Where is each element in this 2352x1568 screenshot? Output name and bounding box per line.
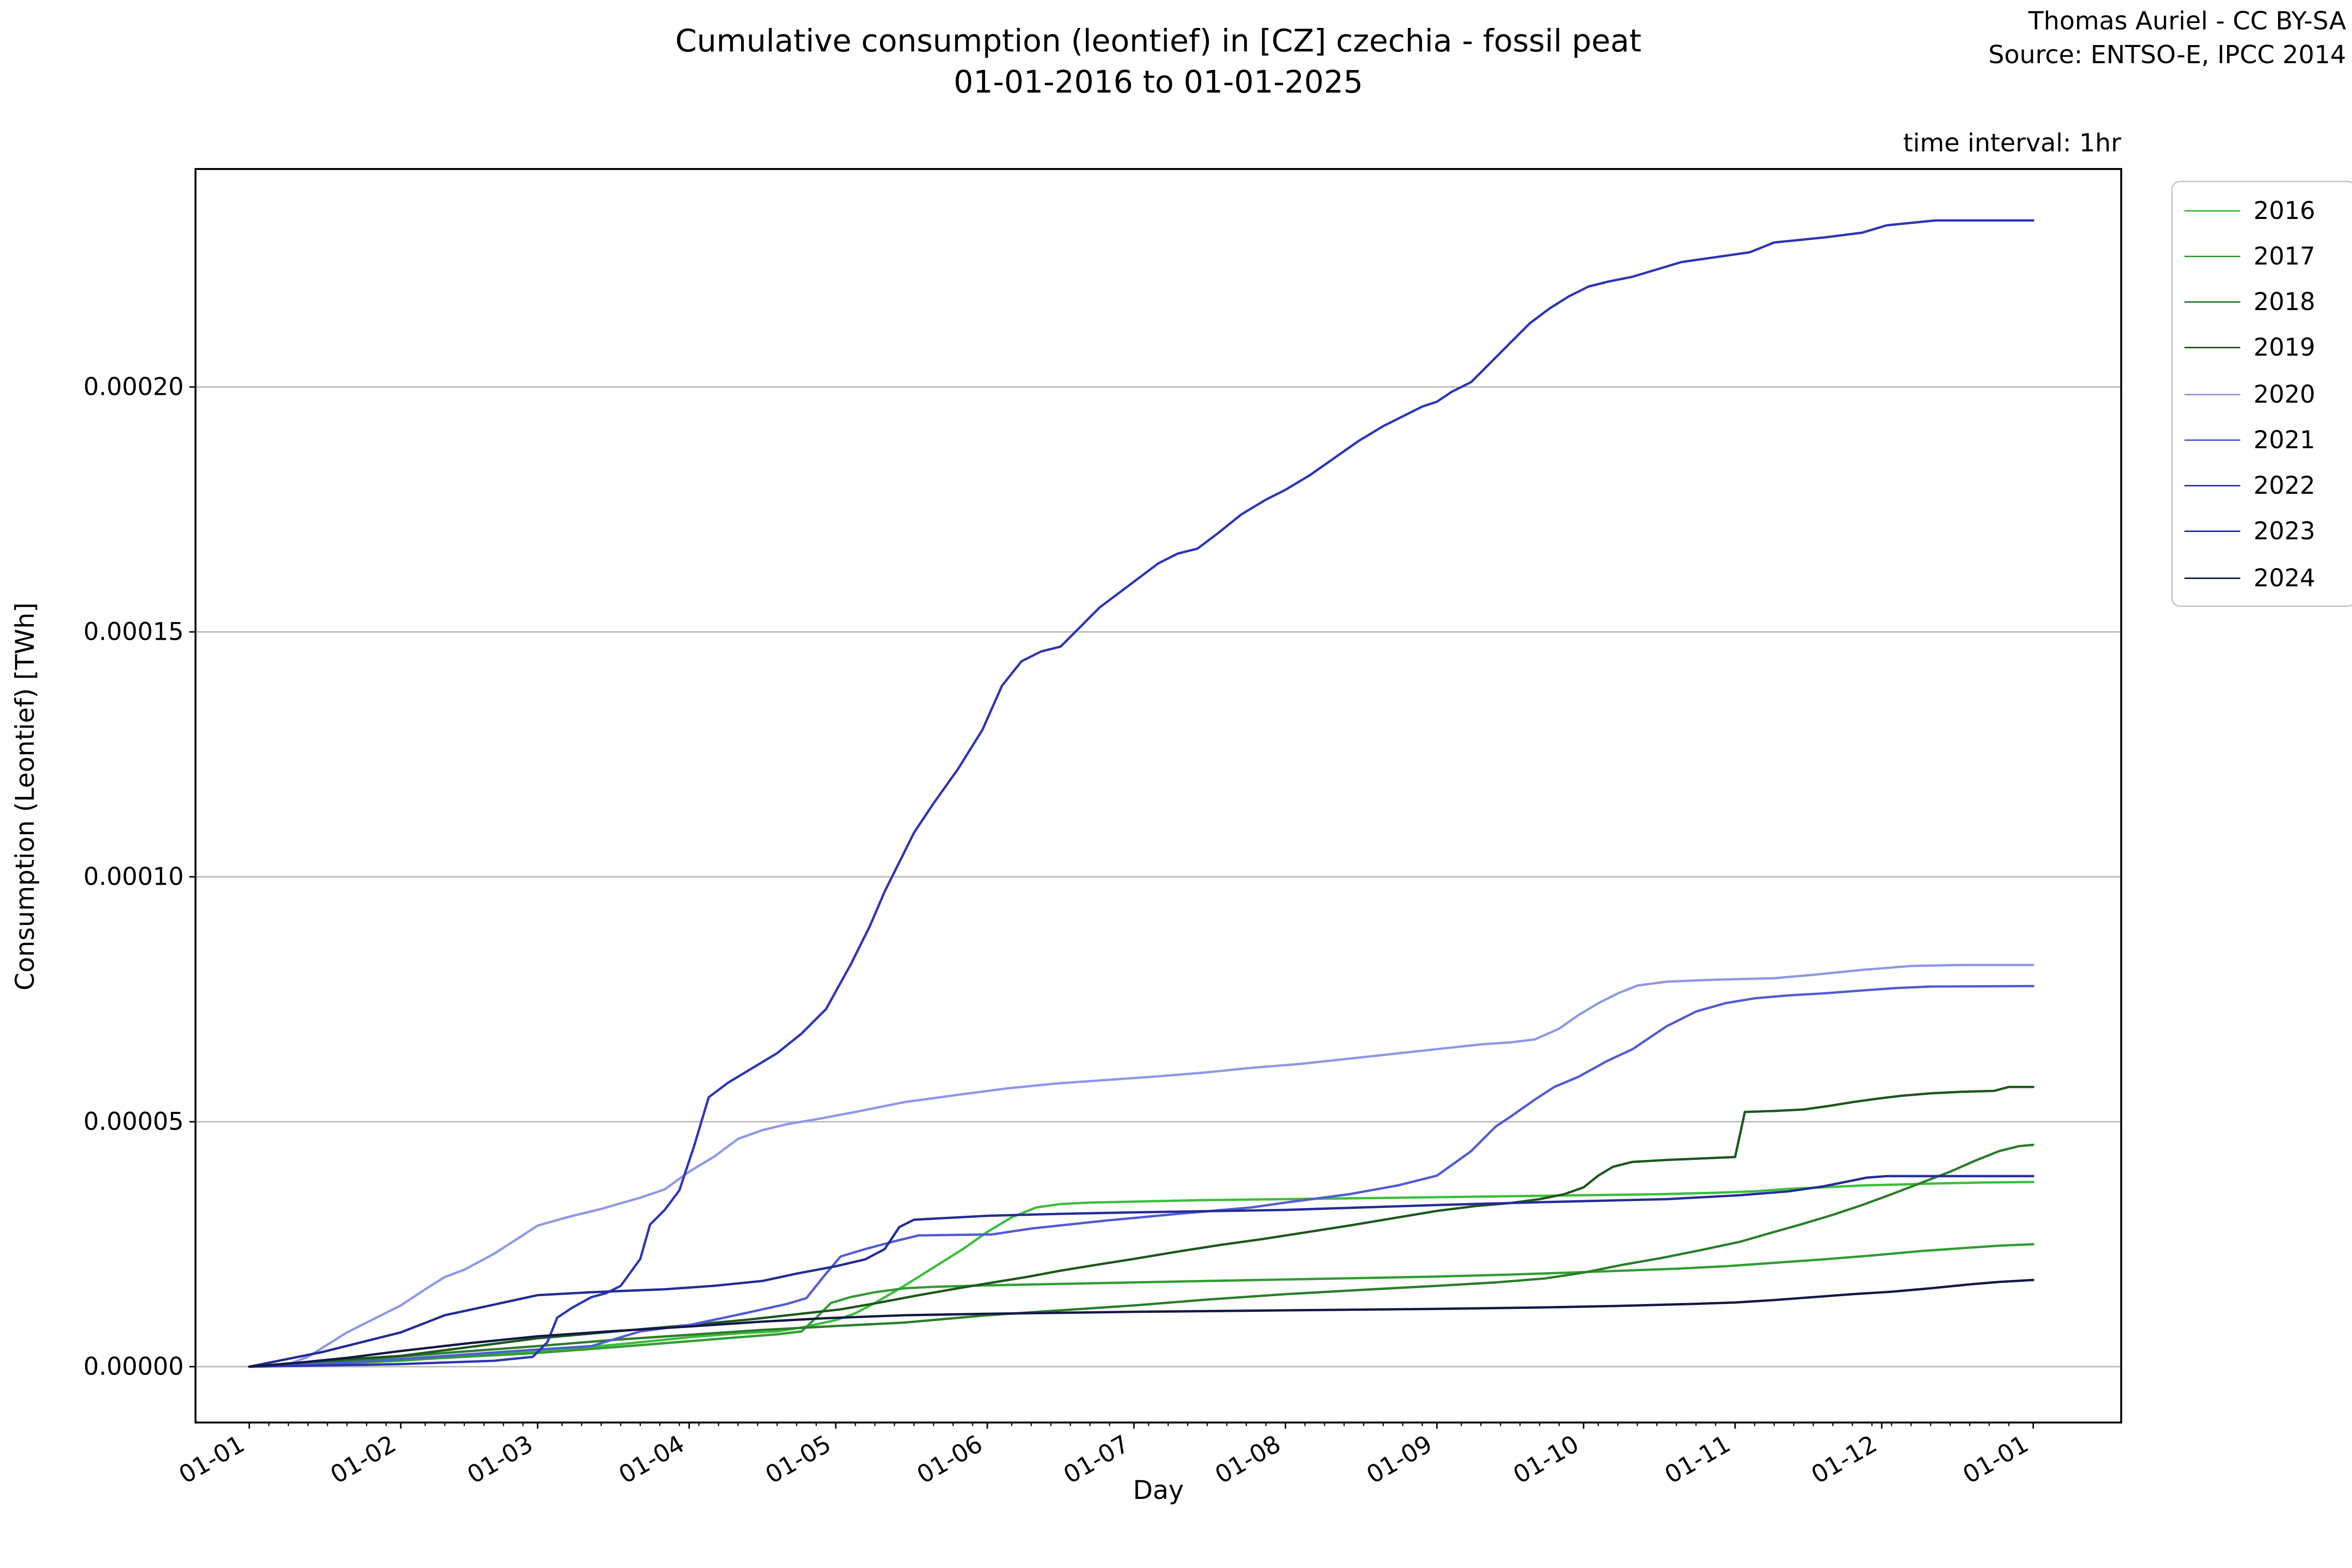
y-axis-label: Consumption (Leontief) [TWh] <box>12 602 41 991</box>
legend-label: 2021 <box>2254 426 2315 454</box>
legend-label: 2016 <box>2254 196 2315 224</box>
series-line-2022 <box>248 219 2034 1368</box>
legend-swatch-2017 <box>2184 255 2240 257</box>
y-tick-label: 0.00020 <box>83 373 184 401</box>
chart-title: Cumulative consumption (leontief) in [CZ… <box>675 24 1642 59</box>
legend: 2016 2017 2018 2019 2020 2021 2022 2023 2024 <box>2171 181 2352 607</box>
series-line-2018 <box>248 1143 2034 1368</box>
chart-title-block: Cumulative consumption (leontief) in [CZ… <box>196 21 2121 103</box>
legend-label: 2022 <box>2254 472 2315 500</box>
chart-subtitle: 01-01-2016 to 01-01-2025 <box>954 65 1363 100</box>
legend-label: 2023 <box>2254 517 2315 546</box>
legend-swatch-2022 <box>2184 485 2240 486</box>
series-line-2019 <box>248 1086 2034 1368</box>
legend-swatch-2020 <box>2184 393 2240 395</box>
legend-label: 2019 <box>2254 334 2315 362</box>
legend-item-2017: 2017 <box>2184 240 2349 272</box>
legend-item-2019: 2019 <box>2184 332 2349 364</box>
series-line-2021 <box>248 985 2034 1368</box>
attribution-author: Thomas Auriel - CC BY-SA <box>2028 7 2346 37</box>
time-interval-note: time interval: 1hr <box>1903 129 2121 159</box>
legend-swatch-2018 <box>2184 301 2240 303</box>
series-line-2023 <box>248 1175 2034 1368</box>
legend-swatch-2019 <box>2184 347 2240 349</box>
legend-label: 2020 <box>2254 380 2315 408</box>
y-tick-label: 0.00010 <box>83 863 184 891</box>
legend-swatch-2023 <box>2184 531 2240 532</box>
legend-item-2023: 2023 <box>2184 515 2349 548</box>
legend-label: 2018 <box>2254 288 2315 316</box>
legend-item-2024: 2024 <box>2184 561 2349 594</box>
series-line-2020 <box>248 964 2034 1368</box>
y-tick-label: 0.00000 <box>83 1352 184 1381</box>
series-line-2024 <box>248 1279 2034 1368</box>
y-tick-label: 0.00005 <box>83 1108 184 1136</box>
legend-swatch-2021 <box>2184 439 2240 441</box>
legend-label: 2024 <box>2254 563 2315 592</box>
legend-swatch-2024 <box>2184 577 2240 579</box>
legend-label: 2017 <box>2254 242 2315 270</box>
series-line-2017 <box>248 1243 2034 1368</box>
legend-item-2020: 2020 <box>2184 378 2349 410</box>
legend-item-2021: 2021 <box>2184 424 2349 456</box>
legend-swatch-2016 <box>2184 209 2240 211</box>
legend-item-2016: 2016 <box>2184 194 2349 226</box>
legend-item-2022: 2022 <box>2184 470 2349 502</box>
legend-item-2018: 2018 <box>2184 286 2349 318</box>
series-line-2016 <box>248 1181 2034 1368</box>
attribution: Thomas Auriel - CC BY-SA Source: ENTSO-E… <box>1988 6 2346 73</box>
y-tick-label: 0.00015 <box>83 618 184 646</box>
axes-spines <box>195 168 2122 1423</box>
x-axis-label: Day <box>1133 1477 1184 1506</box>
attribution-source: Source: ENTSO-E, IPCC 2014 <box>1988 41 2346 71</box>
